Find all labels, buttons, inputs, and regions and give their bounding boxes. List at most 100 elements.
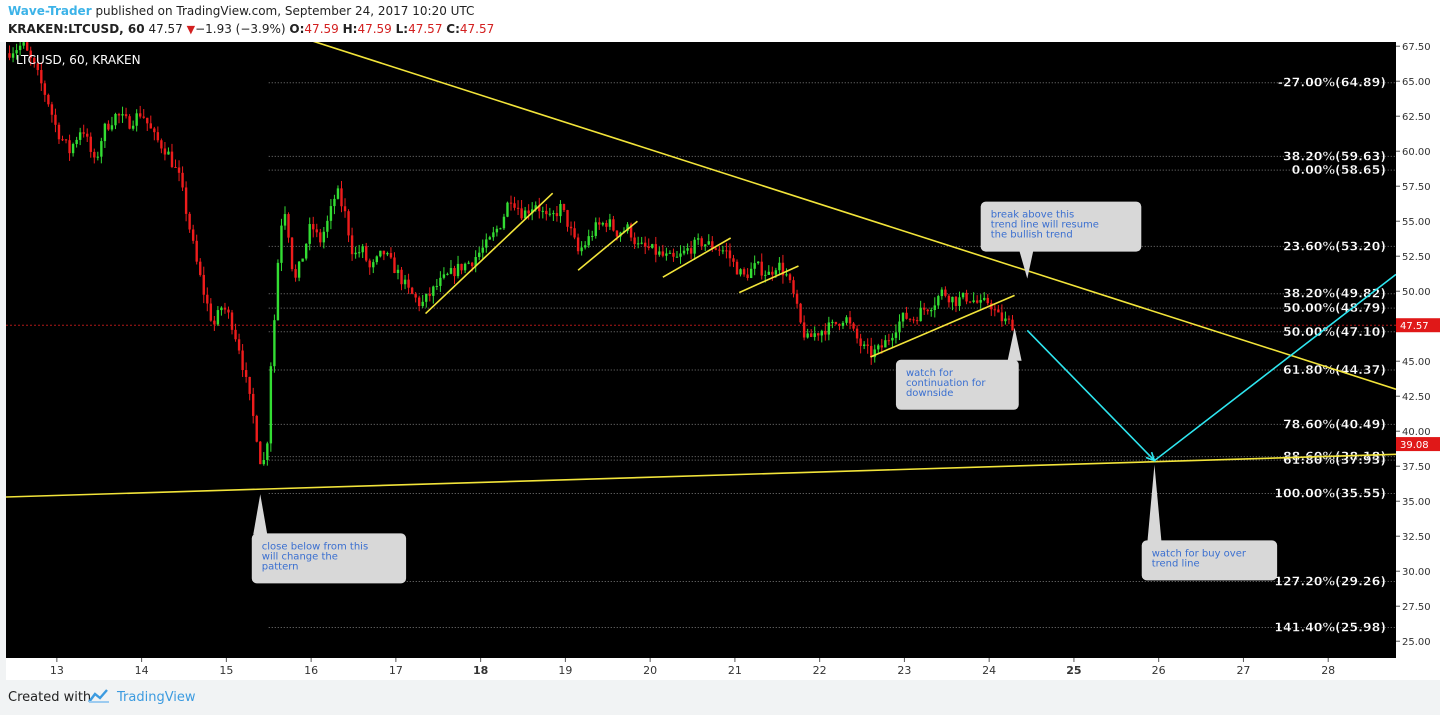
candle-body-189 — [675, 256, 679, 258]
candle-body-96 — [347, 211, 350, 236]
candle-body-130 — [467, 262, 470, 264]
candle-body-196 — [700, 238, 703, 247]
x-tick-label-7: 20 — [643, 664, 657, 677]
second-price-tag-bg — [1396, 437, 1440, 452]
candle-body-1 — [11, 53, 15, 58]
candle-body-238 — [848, 317, 852, 324]
candle-body-183 — [654, 244, 657, 255]
candle-body-159 — [569, 226, 573, 229]
candle-body-71 — [259, 441, 262, 465]
candle-body-209 — [746, 274, 749, 278]
candle-body-93 — [336, 188, 340, 199]
annotation-box-0 — [980, 201, 1142, 252]
y-tick-label-14: 32.50 — [1402, 532, 1431, 543]
annotation-text-1-0: watch for — [906, 368, 954, 379]
trend-line-3 — [577, 220, 638, 271]
candle-body-244 — [870, 345, 873, 358]
candle-body-98 — [354, 252, 357, 255]
time-axis[interactable]: 13 14 15 16 17 18 19 20 21 22 23 24 25 26 27 28 — [6, 658, 1440, 680]
candle-body-160 — [573, 228, 576, 238]
annotation-box-3 — [1141, 540, 1278, 581]
tradingview-link[interactable]: TradingView — [117, 690, 196, 705]
candle-body-27 — [103, 123, 107, 142]
candle-body-83 — [301, 258, 304, 262]
candle-body-86 — [312, 224, 315, 230]
candle-body-179 — [640, 242, 643, 244]
candle-body-113 — [407, 279, 410, 288]
price-chart[interactable]: -27.00%(64.89) 38.20%(59.63)0.00%(58.65) 2… — [5, 36, 1397, 658]
candle-body-60 — [220, 307, 223, 311]
candle-body-17 — [68, 140, 71, 154]
candle-body-0 — [8, 53, 11, 58]
candle-body-176 — [629, 224, 633, 238]
price-axis[interactable]: 67.50 65.00 62.50 60.00 57.50 55.00 52.50 50.00… — [1396, 42, 1440, 658]
candle-body-273 — [972, 300, 975, 302]
candle-body-184 — [658, 251, 661, 255]
candles — [8, 36, 1014, 466]
candle-body-28 — [107, 123, 110, 130]
close-value: 47.57 — [459, 22, 495, 36]
fib-label-0: -27.00%(64.89) — [1278, 75, 1386, 90]
tradingview-logo-icon — [88, 689, 109, 703]
candle-body-186 — [665, 253, 668, 256]
y-tick-label-9: 45.00 — [1402, 357, 1431, 368]
candle-body-237 — [845, 317, 848, 323]
author-link[interactable]: Wave-Trader — [8, 4, 92, 18]
high-value: 47.59 — [357, 22, 392, 36]
candle-body-31 — [117, 113, 121, 116]
candle-body-217 — [774, 270, 778, 275]
candle-body-228 — [813, 333, 816, 337]
candle-body-92 — [333, 198, 336, 207]
candle-body-223 — [795, 293, 799, 304]
candle-body-58 — [213, 320, 216, 325]
candle-body-230 — [820, 330, 823, 336]
candle-body-234 — [834, 321, 838, 324]
high-label: H: — [342, 22, 358, 36]
candle-body-259 — [922, 307, 926, 310]
chart-area[interactable]: -27.00%(64.89) 38.20%(59.63) 0.00%(58.65) 2… — [5, 36, 1397, 658]
annotation-pointer-0 — [1019, 250, 1034, 279]
annotation-text-0-0: break above this — [991, 210, 1075, 221]
candle-body-170 — [608, 219, 612, 227]
candle-body-260 — [926, 309, 929, 312]
candle-body-29 — [110, 125, 114, 130]
x-tick-label-3: 16 — [304, 664, 318, 677]
candle-body-90 — [326, 220, 329, 232]
candle-body-125 — [449, 268, 453, 274]
candle-body-66 — [241, 350, 244, 371]
candle-body-203 — [725, 250, 728, 252]
candle-body-131 — [470, 262, 474, 267]
candle-body-135 — [485, 239, 488, 248]
candle-body-111 — [400, 269, 403, 285]
candle-body-249 — [887, 340, 891, 342]
candle-body-145 — [520, 208, 523, 219]
candle-body-137 — [492, 232, 495, 238]
candle-body-100 — [361, 246, 364, 253]
candle-body-72 — [262, 459, 265, 465]
candle-body-42 — [156, 132, 160, 141]
candle-body-122 — [439, 277, 442, 286]
x-tick-label-2: 15 — [219, 664, 233, 677]
fib-label-3: 23.60%(53.20) — [1283, 238, 1386, 253]
x-tick-label-6: 19 — [558, 664, 572, 677]
candle-body-104 — [375, 256, 379, 263]
y-tick-label-5: 55.00 — [1402, 217, 1431, 228]
candle-body-57 — [209, 303, 213, 321]
candle-body-102 — [368, 260, 371, 268]
chart-symbol-label: LTCUSD, 60, KRAKEN — [16, 53, 141, 67]
candle-body-218 — [778, 262, 781, 271]
candle-body-163 — [583, 245, 587, 248]
annotation-text-1-1: continuation for — [906, 378, 986, 389]
y-tick-label-7: 50.00 — [1402, 287, 1431, 298]
y-tick-label-2: 62.50 — [1402, 112, 1431, 123]
candle-body-97 — [350, 235, 354, 255]
candle-body-216 — [771, 271, 774, 275]
candle-body-94 — [340, 188, 343, 207]
candle-body-169 — [605, 223, 608, 227]
x-tick-label-9: 22 — [813, 664, 827, 677]
candle-body-150 — [538, 205, 541, 212]
y-tick-label-11: 40.00 — [1402, 427, 1431, 438]
annotation-text-2-0: close below from this — [262, 541, 368, 552]
candle-body-172 — [615, 230, 619, 237]
candle-body-95 — [343, 206, 347, 212]
